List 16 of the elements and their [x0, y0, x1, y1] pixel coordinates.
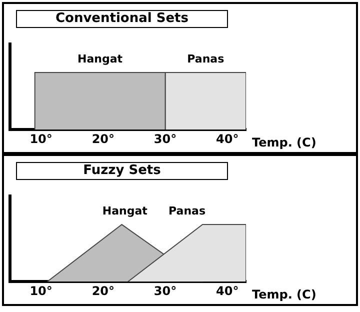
- chart-title: Conventional Sets: [16, 10, 228, 28]
- series-label: Panas: [187, 52, 225, 66]
- x-tick-label: 40°: [216, 132, 239, 146]
- x-tick-label: 40°: [216, 284, 239, 298]
- x-tick-label: 10°: [30, 284, 52, 298]
- series-label: Hangat: [102, 204, 148, 218]
- x-tick-label: 10°: [30, 132, 52, 146]
- series-label: Hangat: [78, 52, 123, 66]
- x-tick-label: 20°: [92, 284, 115, 298]
- x-axis-title: Temp. (C): [252, 136, 316, 150]
- x-tick-label: 30°: [154, 284, 177, 298]
- x-axis-title: Temp. (C): [252, 288, 316, 302]
- chart-title: Fuzzy Sets: [16, 162, 228, 180]
- x-tick-label: 30°: [154, 132, 177, 146]
- x-tick-label: 20°: [92, 132, 115, 146]
- series-label: Panas: [168, 204, 206, 218]
